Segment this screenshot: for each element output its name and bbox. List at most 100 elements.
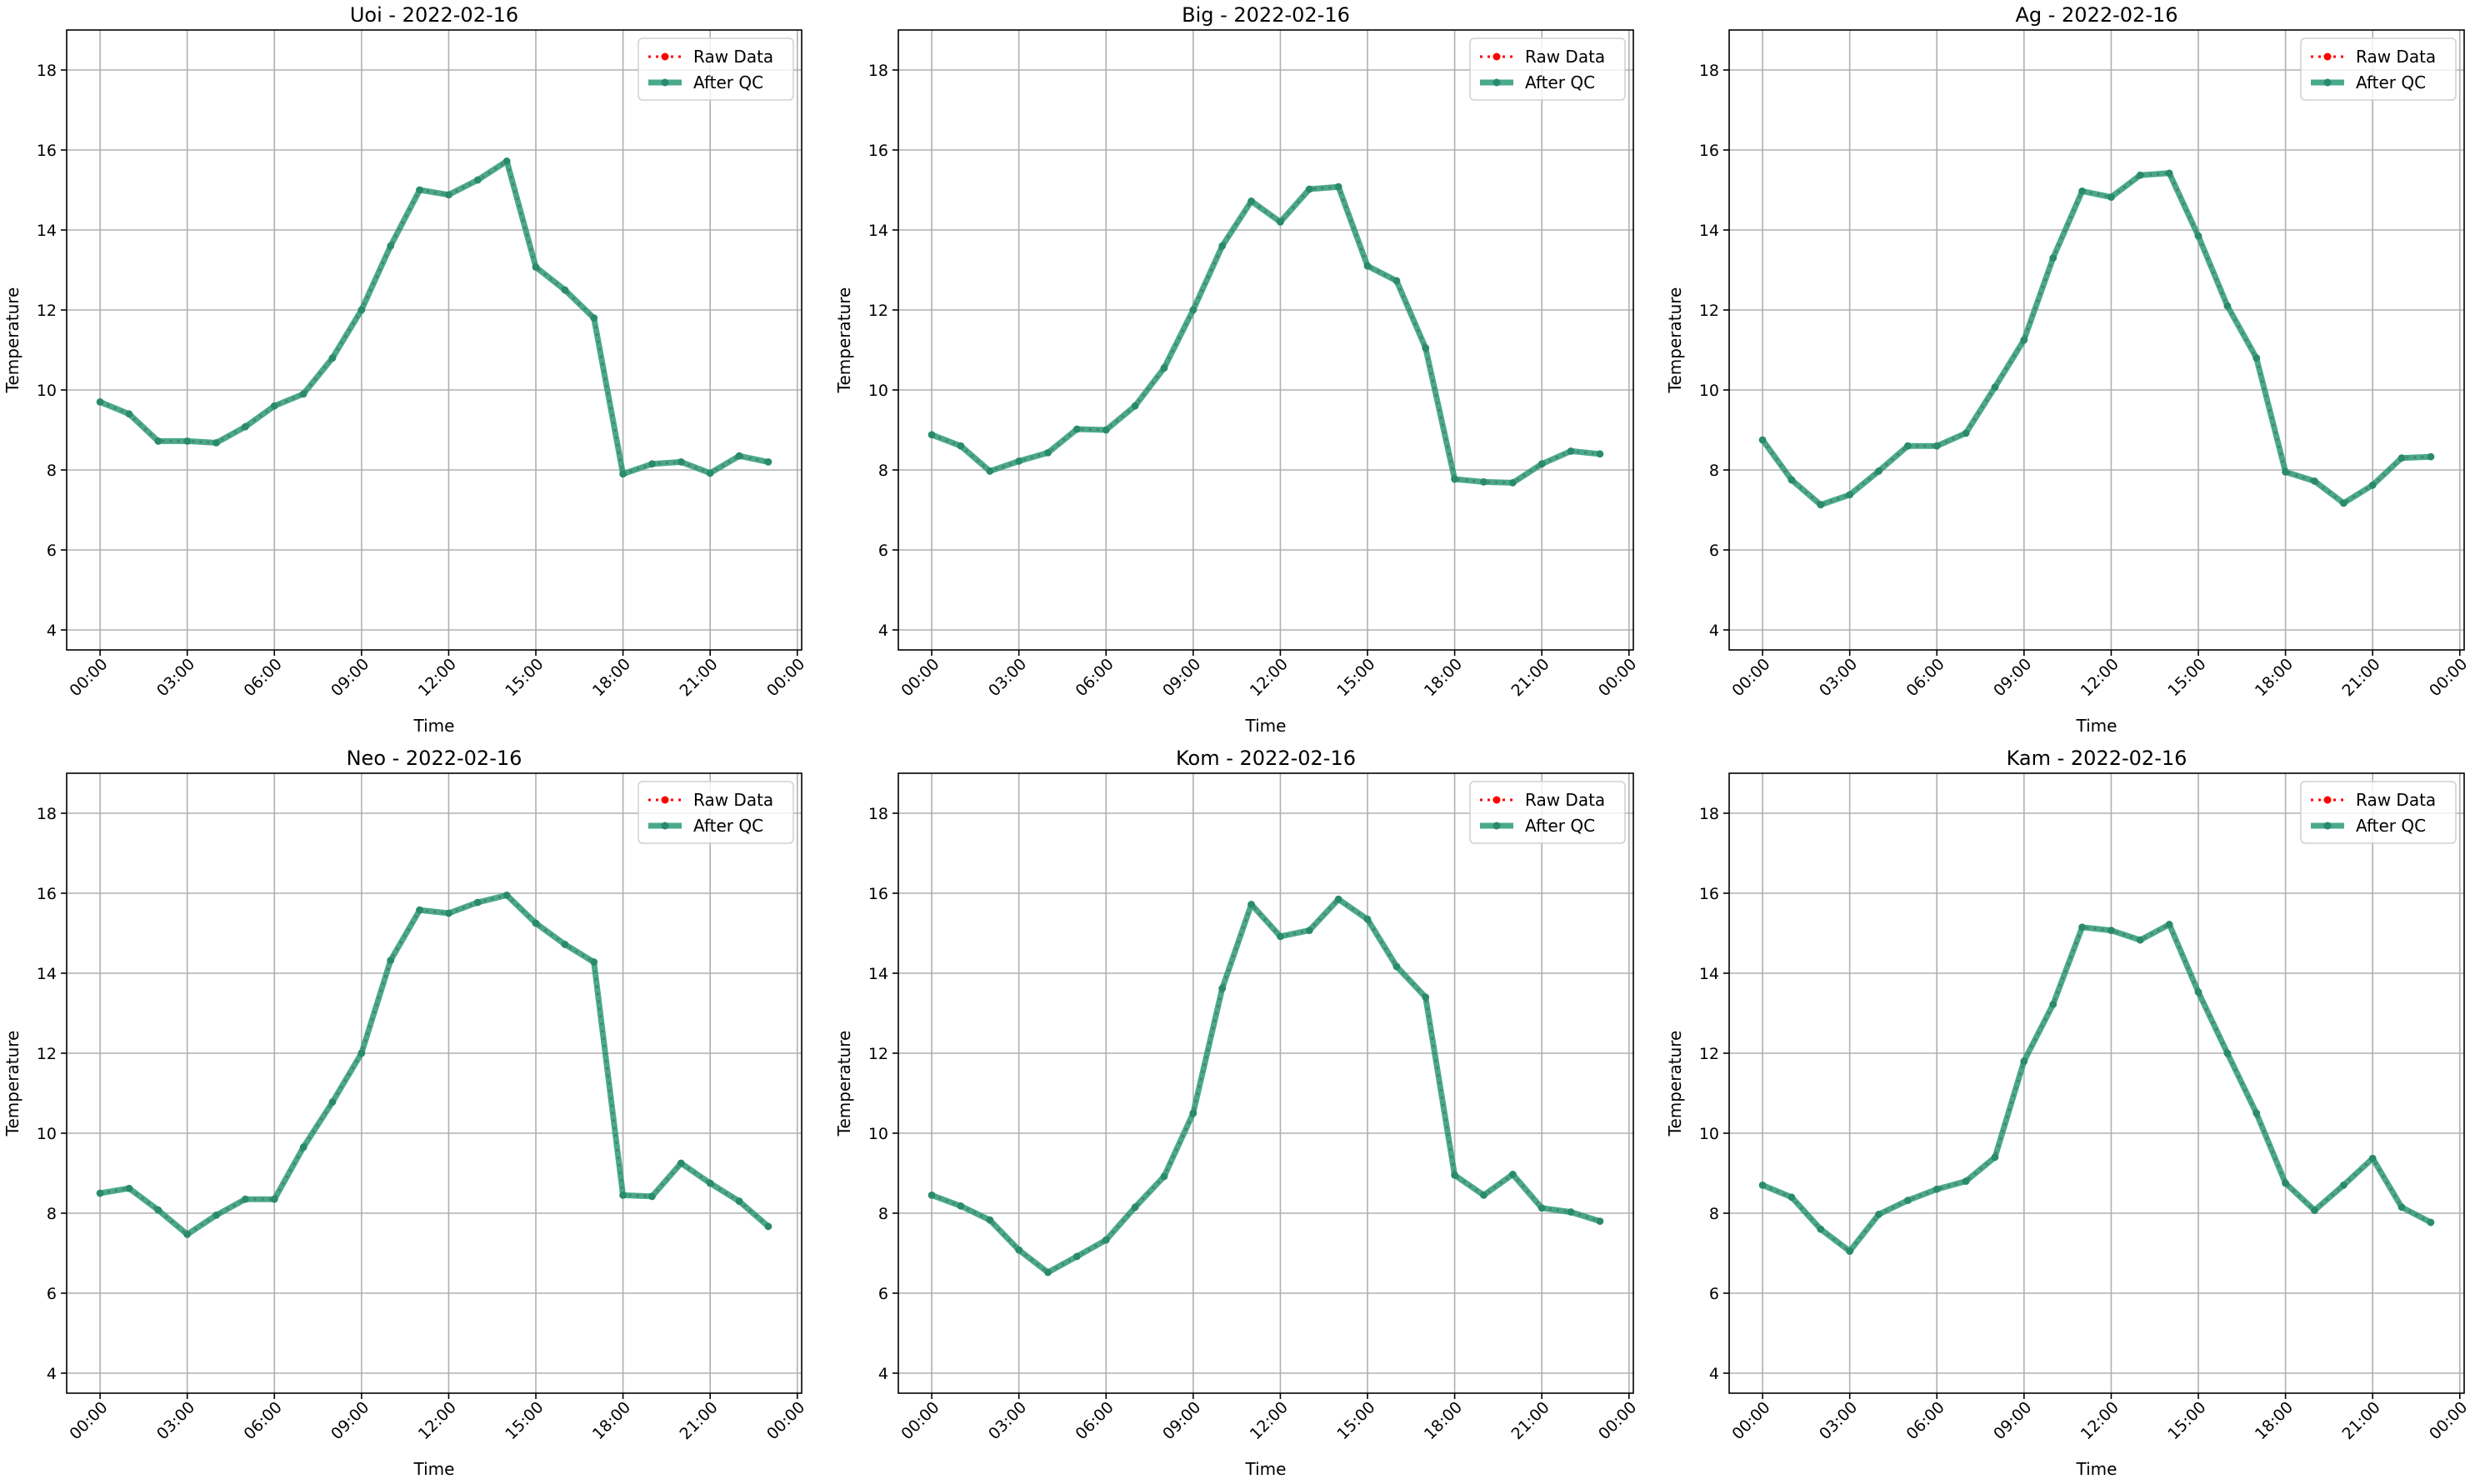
- after-qc-point: [387, 957, 395, 965]
- x-tick-label: 15:00: [2164, 1398, 2209, 1443]
- after-qc-point: [125, 410, 133, 418]
- subplot-1: 4 6 8 10 12 14 16 18 00:00 03:00 06:00 09:00 12:00 15…: [834, 3, 1640, 736]
- after-qc-point: [619, 470, 628, 478]
- x-tick-label: 21:00: [2338, 655, 2383, 700]
- after-qc-point: [1392, 277, 1401, 285]
- x-tick-label: 03:00: [153, 1398, 198, 1443]
- after-qc-point: [212, 1212, 220, 1219]
- legend-qc-marker: [661, 822, 669, 830]
- y-axis-label: Temperature: [2, 1031, 22, 1137]
- after-qc-point: [986, 467, 994, 475]
- x-tick-label: 09:00: [1159, 1398, 1204, 1443]
- legend-qc-label: After QC: [693, 816, 763, 836]
- after-qc-point: [1480, 1192, 1488, 1199]
- raw-data-line-overlay: [932, 899, 1600, 1272]
- raw-data-line-overlay: [100, 161, 768, 473]
- after-qc-line: [930, 183, 1601, 486]
- after-qc-point: [96, 1189, 104, 1197]
- y-tick-label: 16: [868, 142, 888, 160]
- after-qc-point: [1363, 915, 1372, 923]
- after-qc-point: [416, 186, 423, 194]
- after-qc-point: [1480, 478, 1488, 486]
- x-tick-label: 09:00: [1990, 655, 2035, 700]
- after-qc-point: [2020, 1057, 2028, 1065]
- after-qc-line: [1760, 170, 2432, 508]
- legend-raw-marker: [661, 796, 669, 804]
- subplot-title: Ag - 2022-02-16: [2015, 3, 2178, 27]
- legend-qc-marker: [2323, 78, 2332, 87]
- legend: Raw Data After QC: [638, 781, 794, 844]
- after-qc-point: [2252, 1109, 2261, 1117]
- after-qc-point: [2108, 927, 2115, 935]
- raw-data-line: [99, 159, 769, 476]
- after-qc-point: [677, 1159, 685, 1167]
- after-qc-point: [648, 1192, 656, 1201]
- y-tick-label: 4: [1709, 1365, 1719, 1383]
- x-tick-label: 21:00: [676, 655, 721, 700]
- after-qc-point: [1538, 460, 1546, 468]
- legend-raw-marker: [661, 52, 669, 61]
- after-qc-point: [2136, 171, 2144, 179]
- after-qc-point: [2282, 468, 2290, 476]
- subplot-0: 4 6 8 10 12 14 16 18 00:00 03:00 06:00 09:00 12:00 15…: [2, 3, 808, 736]
- after-qc-point: [2252, 354, 2261, 362]
- x-axis-label: Time: [413, 716, 455, 736]
- y-axis-label: Temperature: [2, 287, 22, 394]
- after-qc-point: [2339, 1182, 2348, 1189]
- after-qc-point: [502, 157, 511, 165]
- after-qc-point: [1567, 1208, 1575, 1216]
- after-qc-point: [241, 1195, 249, 1203]
- x-tick-label: 00:00: [1595, 1398, 1640, 1443]
- legend-raw-marker: [2323, 796, 2332, 804]
- after-qc-point: [1189, 1109, 1198, 1117]
- legend-raw-marker: [2323, 52, 2332, 61]
- legend-raw-label: Raw Data: [2356, 47, 2436, 67]
- y-tick-label: 6: [1709, 542, 1719, 560]
- after-qc-point: [2311, 1207, 2318, 1215]
- x-tick-label: 15:00: [502, 1398, 547, 1443]
- x-tick-label: 06:00: [1903, 1398, 1948, 1443]
- y-tick-label: 8: [1709, 462, 1719, 480]
- x-tick-label: 00:00: [898, 1398, 942, 1443]
- after-qc-point: [1015, 1246, 1023, 1254]
- subplot-4: 4 6 8 10 12 14 16 18 00:00 03:00 06:00 09:00 12:00 15…: [834, 747, 1640, 1479]
- after-qc-point: [125, 1184, 133, 1192]
- y-tick-label: 10: [1699, 1125, 1719, 1143]
- after-qc-point: [183, 1231, 192, 1238]
- y-tick-label: 18: [1699, 805, 1719, 823]
- y-tick-label: 12: [868, 1045, 888, 1063]
- after-qc-line: [930, 896, 1601, 1276]
- x-tick-label: 12:00: [2078, 655, 2122, 700]
- x-tick-label: 03:00: [153, 655, 198, 700]
- after-qc-point: [1932, 442, 1941, 450]
- legend-raw-marker: [1492, 52, 1501, 61]
- y-tick-label: 14: [1699, 965, 1719, 983]
- y-axis-label: Temperature: [834, 1031, 854, 1137]
- after-qc-point: [270, 1195, 278, 1203]
- subplot-title: Neo - 2022-02-16: [347, 747, 522, 770]
- after-qc-point: [1991, 383, 1999, 392]
- legend-qc-label: After QC: [1525, 72, 1595, 92]
- after-qc-point: [1334, 895, 1342, 903]
- after-qc-point: [2049, 254, 2058, 262]
- after-qc-point: [1102, 1236, 1110, 1244]
- y-tick-label: 8: [878, 462, 888, 480]
- x-tick-label: 12:00: [1247, 655, 1292, 700]
- after-qc-point: [1846, 491, 1854, 499]
- x-tick-label: 09:00: [1159, 655, 1204, 700]
- after-qc-point: [590, 958, 598, 966]
- y-tick-label: 14: [1699, 222, 1719, 240]
- after-qc-point: [328, 1098, 337, 1106]
- x-tick-label: 12:00: [2078, 1398, 2122, 1443]
- after-qc-point: [2311, 477, 2318, 485]
- y-axis-label: Temperature: [1665, 287, 1685, 394]
- x-tick-label: 18:00: [2252, 655, 2297, 700]
- after-qc-point: [1305, 927, 1313, 935]
- x-tick-label: 03:00: [1816, 655, 1861, 700]
- y-tick-label: 16: [1699, 142, 1719, 160]
- after-qc-point: [1788, 476, 1796, 484]
- legend: Raw Data After QC: [2300, 37, 2457, 101]
- x-tick-label: 00:00: [1728, 655, 1773, 700]
- y-tick-label: 10: [37, 382, 57, 400]
